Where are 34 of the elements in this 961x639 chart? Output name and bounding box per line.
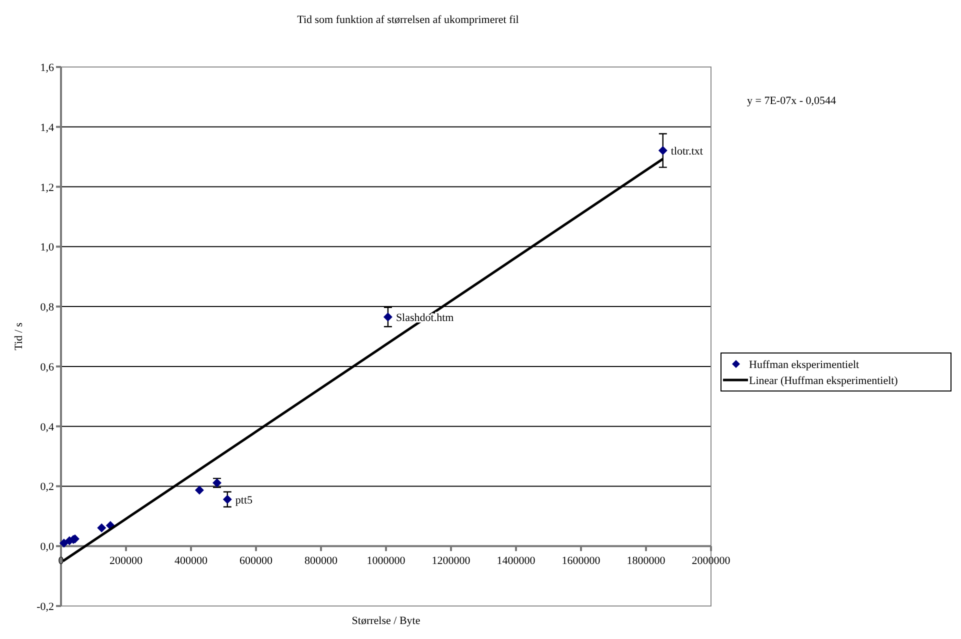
y-tick-label: -0,2 (36, 601, 54, 613)
point (97, 523, 106, 532)
text: y = 7E-07x - 0,0544 (747, 95, 836, 107)
y-tick-label: 0,4 (40, 421, 54, 434)
chart-title: Tid som funktion af størrelsen af ukomprimeret fil (297, 14, 519, 26)
x-tick-label: 1000000 (366, 555, 406, 568)
legend-label: Huffman eksperimentielt (749, 359, 860, 371)
point (658, 146, 668, 156)
y-tick-label: 0,0 (40, 541, 54, 554)
x-tick-label: 400000 (174, 555, 208, 568)
y-tick-label: 1,4 (40, 122, 54, 134)
legend-label: Linear (Huffman eksperimentielt) (749, 375, 898, 387)
x-tick-label: 1800000 (626, 555, 666, 568)
point (383, 312, 392, 322)
point (222, 494, 232, 504)
x-tick-label: 2000000 (692, 555, 731, 568)
x-tick-label: 800000 (304, 555, 338, 568)
x-tick-label: 600000 (240, 555, 273, 568)
y-tick-label: 0,6 (40, 361, 54, 374)
x-tick-label: 1200000 (432, 555, 471, 568)
x-axis-title: Størrelse / Byte (352, 615, 420, 627)
y-tick-label: 1,2 (40, 182, 54, 194)
y-tick-label: 1,0 (40, 242, 54, 254)
point (194, 486, 204, 495)
x-tick-label: 1600000 (562, 555, 601, 568)
y-axis-title: Tid / s (13, 322, 25, 350)
annotation: ptt5 (235, 494, 254, 506)
y-tick-label: 0,2 (40, 481, 54, 494)
y-tick-label: 0,8 (40, 302, 54, 314)
point (59, 538, 68, 548)
annotation: tlotr.txt (670, 146, 703, 158)
x-tick-label: 200000 (110, 555, 143, 568)
y-tick-label: 1,6 (40, 62, 54, 74)
x-tick-label: 1400000 (496, 555, 536, 568)
